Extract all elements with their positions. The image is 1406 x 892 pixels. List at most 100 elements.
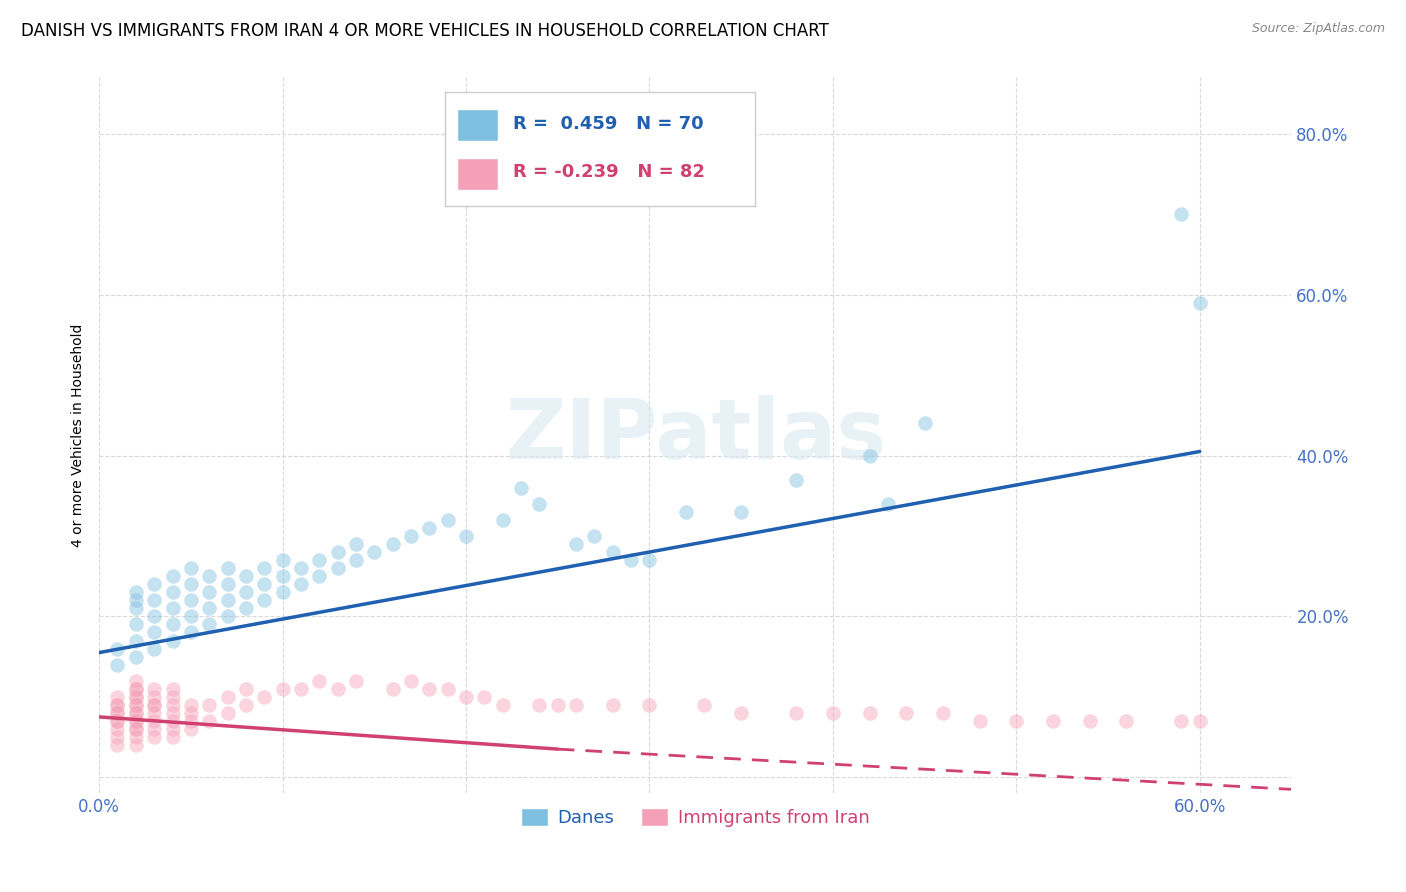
Point xyxy=(125,681,148,696)
Point xyxy=(454,529,477,543)
Point xyxy=(107,738,129,752)
Point xyxy=(162,633,184,648)
Point xyxy=(143,577,166,591)
Point xyxy=(326,545,349,559)
Point xyxy=(125,722,148,736)
Point xyxy=(620,553,643,567)
Point xyxy=(1188,295,1211,310)
Point xyxy=(143,706,166,720)
Point xyxy=(143,593,166,607)
Point xyxy=(143,690,166,704)
Point xyxy=(162,714,184,728)
Point xyxy=(235,681,257,696)
Point xyxy=(510,481,533,495)
Point xyxy=(1042,714,1064,728)
Point xyxy=(418,521,440,535)
Point xyxy=(143,714,166,728)
Point xyxy=(143,625,166,640)
Point xyxy=(143,722,166,736)
Point xyxy=(180,593,202,607)
Point xyxy=(253,690,276,704)
Point xyxy=(143,681,166,696)
Point xyxy=(290,577,312,591)
Point xyxy=(217,577,239,591)
Point xyxy=(235,698,257,712)
Point xyxy=(198,569,221,583)
Point xyxy=(602,545,624,559)
Point xyxy=(253,577,276,591)
Point xyxy=(472,690,495,704)
Point xyxy=(125,593,148,607)
Point xyxy=(180,722,202,736)
Point xyxy=(969,714,991,728)
Point xyxy=(253,593,276,607)
Point xyxy=(271,569,294,583)
Point xyxy=(583,529,606,543)
Point xyxy=(107,714,129,728)
Point xyxy=(436,681,458,696)
Point xyxy=(162,722,184,736)
Text: ZIPatlas: ZIPatlas xyxy=(505,395,886,476)
Point xyxy=(693,698,716,712)
Point xyxy=(638,698,661,712)
Point xyxy=(107,690,129,704)
Legend: Danes, Immigrants from Iran: Danes, Immigrants from Iran xyxy=(515,801,876,834)
Point xyxy=(180,561,202,575)
Point xyxy=(125,730,148,744)
Point xyxy=(198,601,221,615)
Point xyxy=(125,681,148,696)
Point xyxy=(107,706,129,720)
Point xyxy=(381,681,404,696)
Point xyxy=(162,601,184,615)
Point xyxy=(1170,207,1192,221)
Point xyxy=(381,537,404,551)
Point xyxy=(180,625,202,640)
Point xyxy=(271,553,294,567)
Point xyxy=(162,585,184,599)
Point xyxy=(107,657,129,672)
Point xyxy=(785,473,807,487)
Point xyxy=(198,617,221,632)
Point xyxy=(932,706,955,720)
Point xyxy=(217,690,239,704)
Point xyxy=(1170,714,1192,728)
Point xyxy=(344,537,367,551)
Point xyxy=(399,529,422,543)
Point xyxy=(565,537,588,551)
Point xyxy=(235,585,257,599)
Point xyxy=(107,706,129,720)
Point xyxy=(308,569,330,583)
Point xyxy=(162,706,184,720)
Point xyxy=(125,738,148,752)
Point xyxy=(198,585,221,599)
Point xyxy=(217,561,239,575)
Point xyxy=(529,698,551,712)
Point xyxy=(180,714,202,728)
Point xyxy=(253,561,276,575)
Point xyxy=(1188,714,1211,728)
Point xyxy=(107,730,129,744)
Point xyxy=(914,417,936,431)
Point xyxy=(162,569,184,583)
Point xyxy=(235,569,257,583)
Point xyxy=(107,698,129,712)
Point xyxy=(308,553,330,567)
Point xyxy=(492,513,515,527)
Point xyxy=(198,714,221,728)
Point xyxy=(125,714,148,728)
Point xyxy=(363,545,385,559)
Point xyxy=(235,601,257,615)
Point xyxy=(125,706,148,720)
Point xyxy=(125,690,148,704)
Point xyxy=(143,641,166,656)
Point xyxy=(1078,714,1101,728)
Point xyxy=(107,698,129,712)
Point xyxy=(308,673,330,688)
Point xyxy=(418,681,440,696)
Point xyxy=(107,722,129,736)
Point xyxy=(492,698,515,712)
Point xyxy=(107,641,129,656)
Point xyxy=(180,706,202,720)
Point xyxy=(143,609,166,624)
Point xyxy=(125,698,148,712)
